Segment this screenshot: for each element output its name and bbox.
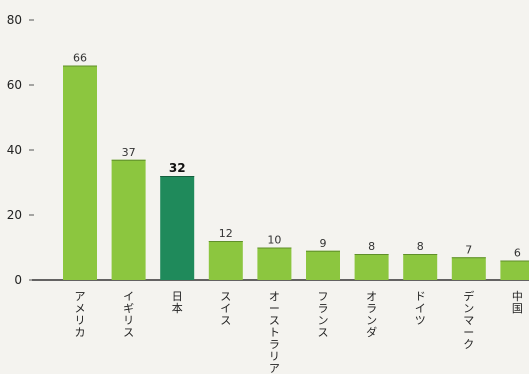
category-label: イギリス xyxy=(123,290,134,339)
y-tick-label: 60 xyxy=(7,78,22,92)
category-label: 中国 xyxy=(512,290,523,315)
bar xyxy=(63,66,97,281)
data-label: 8 xyxy=(417,240,424,253)
data-label: 66 xyxy=(73,52,87,65)
data-label: 32 xyxy=(169,161,186,175)
category-label: フランス xyxy=(318,290,329,339)
data-label: 37 xyxy=(122,146,136,159)
category-label: スイス xyxy=(220,290,231,327)
y-tick-label: 20 xyxy=(7,208,22,222)
y-tick-label: 80 xyxy=(7,13,22,27)
category-label: アメリカ xyxy=(75,290,86,339)
bar xyxy=(500,261,529,281)
bars xyxy=(63,66,529,281)
data-label: 7 xyxy=(465,243,472,256)
bar xyxy=(257,248,291,281)
y-tick-label: 40 xyxy=(7,143,22,157)
category-label: デンマーク xyxy=(463,289,474,351)
data-label: 9 xyxy=(320,237,327,250)
bar xyxy=(355,254,389,280)
category-label: オランダ xyxy=(366,290,377,339)
bar xyxy=(452,257,486,280)
bar xyxy=(403,254,437,280)
data-label: 12 xyxy=(219,227,233,240)
data-label: 10 xyxy=(267,234,281,247)
category-label: ドイツ xyxy=(415,290,426,327)
bar xyxy=(306,251,340,280)
data-label: 8 xyxy=(368,240,375,253)
bar xyxy=(160,176,194,280)
data-label: 6 xyxy=(514,247,521,260)
category-labels: アメリカ イギリス 日本 スイス オーストラリア フランス オランダ ドイツ デンマーク 中国 xyxy=(75,289,523,374)
bar xyxy=(209,241,243,280)
bar xyxy=(112,160,146,280)
y-tick-label: 0 xyxy=(14,273,22,287)
category-label: 日本 xyxy=(172,290,183,315)
category-label: オーストラリア xyxy=(269,290,280,374)
